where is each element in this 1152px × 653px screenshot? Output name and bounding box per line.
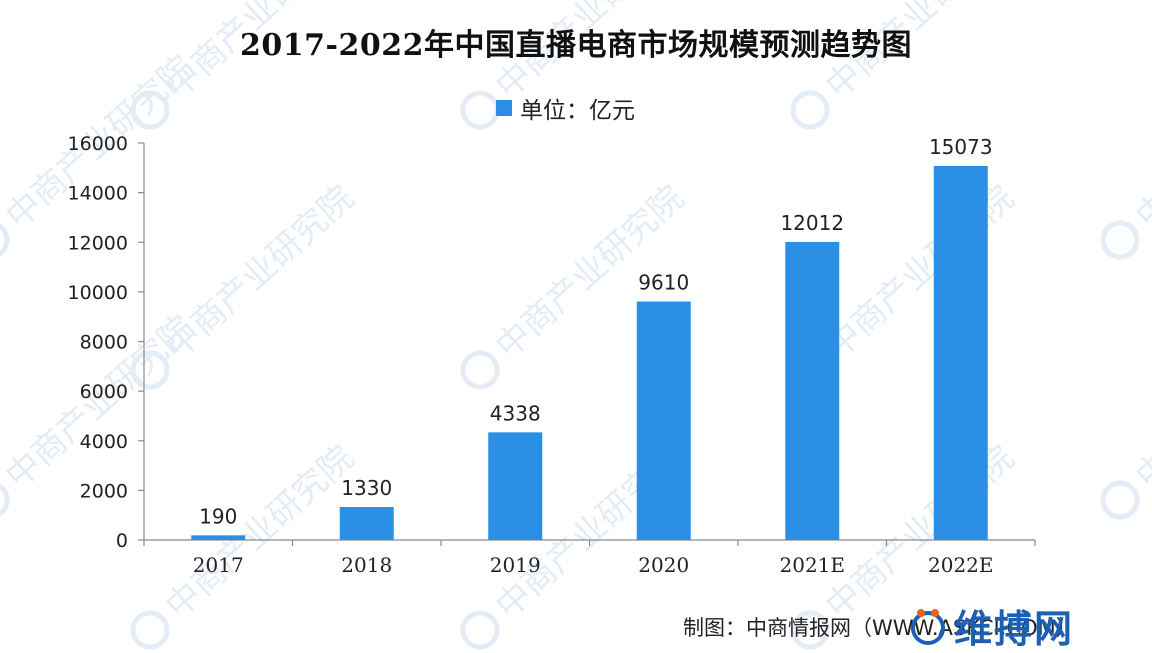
y-tick-label: 8000 (80, 332, 128, 354)
y-tick-label: 6000 (80, 381, 128, 403)
data-label: 9610 (638, 271, 689, 295)
x-tick-label: 2020 (638, 553, 689, 577)
y-tick-label: 2000 (80, 480, 128, 502)
x-tick-label: 2019 (490, 553, 541, 577)
brand-logo: 维搏网 (906, 598, 1074, 653)
y-tick-label: 16000 (68, 133, 128, 155)
chart-title: 2017-2022年中国直播电商市场规模预测趋势图 (240, 28, 912, 63)
brand-icon (911, 608, 945, 645)
bar (191, 535, 246, 540)
data-label: 15073 (929, 135, 993, 159)
y-tick-label: 12000 (68, 232, 128, 254)
data-label: 4338 (490, 401, 541, 425)
data-label: 1330 (341, 476, 392, 500)
y-tick-label: 4000 (80, 431, 128, 453)
legend-label: 单位：亿元 (520, 98, 635, 124)
data-label: 12012 (780, 211, 844, 235)
x-tick-label: 2017 (193, 553, 244, 577)
bar (339, 506, 394, 540)
bar (488, 432, 543, 540)
legend: 单位：亿元 (496, 92, 635, 124)
bar (785, 241, 840, 540)
legend-swatch (496, 100, 512, 116)
bar (933, 166, 988, 540)
y-tick-label: 14000 (68, 183, 128, 205)
x-tick-label: 2022E (928, 553, 994, 577)
brand-name: 维搏网 (954, 607, 1075, 651)
source-footer: 制图：中商情报网（WWW.ASKCI.COM） (683, 616, 1077, 640)
x-tick-label: 2018 (341, 553, 392, 577)
data-label: 190 (199, 504, 237, 528)
y-tick-label: 10000 (68, 282, 128, 304)
y-tick-label: 0 (116, 530, 128, 552)
bar (636, 301, 691, 540)
x-tick-label: 2021E (780, 553, 846, 577)
